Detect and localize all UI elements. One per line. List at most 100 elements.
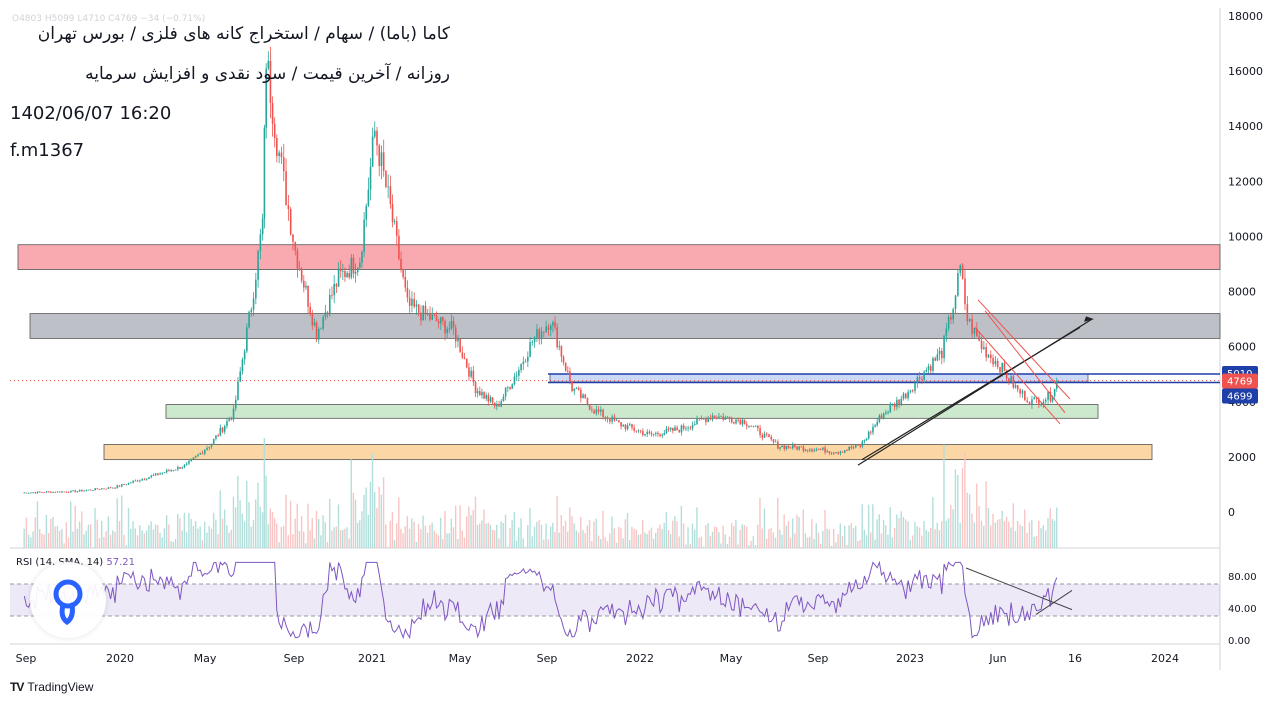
candle-body — [648, 431, 651, 434]
volume-bar — [880, 533, 883, 548]
volume-bar — [241, 513, 244, 548]
volume-bar — [936, 522, 938, 548]
volume-bar — [259, 506, 261, 548]
volume-bar — [973, 522, 976, 548]
volume-bar — [927, 531, 930, 548]
candle-body — [678, 430, 681, 433]
candle-body — [696, 418, 698, 425]
candle-body — [276, 138, 278, 157]
volume-bar — [923, 520, 925, 548]
candle-body — [828, 451, 831, 453]
candle-body — [857, 444, 859, 446]
x-tick-label: Jun — [988, 652, 1006, 665]
volume-bar — [41, 533, 43, 548]
volume-bar — [269, 508, 272, 548]
volume-bar — [168, 524, 170, 548]
zone-green — [165, 404, 1099, 419]
candle-body — [143, 479, 146, 480]
candle-body — [271, 102, 274, 124]
candle-body — [785, 445, 788, 449]
volume-bar — [356, 522, 359, 548]
candle-body — [1028, 401, 1031, 405]
candle-body — [567, 370, 569, 372]
candle-body — [354, 272, 357, 274]
volume-bar — [705, 525, 707, 548]
volume-bar — [326, 541, 329, 548]
candle-body — [644, 434, 646, 436]
volume-bar — [567, 531, 569, 548]
volume-bar — [976, 483, 978, 548]
tradingview-brand[interactable]: TV TradingView — [10, 680, 93, 694]
candle-body — [976, 328, 978, 337]
candle-body — [282, 157, 285, 172]
candle-body — [404, 277, 407, 288]
candle-body — [439, 317, 442, 324]
candle-body — [121, 484, 123, 487]
candle-body — [943, 335, 945, 359]
volume-bar — [70, 501, 72, 548]
volume-bar — [777, 498, 779, 548]
volume-bar — [558, 532, 560, 548]
volume-bar — [395, 523, 398, 548]
volume-bar — [94, 507, 96, 548]
candle-body — [693, 424, 696, 425]
volume-bar — [109, 534, 112, 548]
rsi-trendline-2 — [1035, 589, 1073, 615]
volume-bar — [733, 525, 735, 548]
candle-body — [50, 491, 52, 493]
volume-bar — [58, 530, 61, 548]
volume-bar — [307, 503, 309, 548]
candle-body — [718, 416, 720, 419]
candle-body — [424, 305, 427, 315]
volume-bar — [536, 521, 538, 548]
candle-body — [201, 452, 204, 454]
rsi-tick-label: 80.00 — [1228, 572, 1257, 583]
candle-body — [961, 265, 964, 279]
volume-bar — [1024, 509, 1026, 548]
candle-body — [39, 491, 41, 493]
volume-bar — [1042, 525, 1045, 548]
candle-body — [114, 487, 116, 489]
volume-bar — [961, 467, 964, 548]
candle-body — [219, 427, 222, 436]
candle-body — [489, 397, 492, 402]
candle-body — [168, 470, 170, 471]
candle-body — [817, 449, 820, 451]
candle-body — [633, 427, 635, 431]
volume-bar — [964, 452, 966, 548]
volume-bar — [221, 518, 224, 548]
volume-bar — [513, 511, 516, 548]
volume-bar — [324, 522, 326, 548]
volume-bar — [809, 536, 811, 548]
volume-bar — [289, 500, 292, 548]
candle-body — [500, 401, 503, 407]
volume-bar — [255, 499, 257, 548]
volume-bar — [194, 521, 197, 548]
volume-bar — [252, 520, 255, 548]
volume-bar — [105, 531, 107, 548]
candle-body — [811, 449, 813, 452]
candle-body — [145, 478, 148, 480]
candle-body — [181, 467, 184, 469]
candle-body — [604, 417, 607, 418]
candle-body — [335, 284, 338, 287]
volume-bar — [648, 530, 651, 548]
candle-body — [67, 492, 70, 493]
candle-body — [996, 360, 999, 368]
candle-body — [509, 387, 511, 389]
volume-bar — [81, 511, 83, 548]
candle-body — [152, 475, 155, 476]
candle-body — [1040, 403, 1042, 405]
candle-body — [822, 447, 824, 450]
candle-body — [373, 130, 376, 137]
volume-bar — [722, 525, 724, 548]
volume-bar — [597, 535, 600, 548]
volume-bar — [511, 520, 513, 548]
candle-body — [296, 250, 299, 269]
candle-body — [752, 426, 755, 428]
candle-body — [1003, 362, 1006, 371]
candle-body — [491, 397, 494, 403]
volume-bar — [837, 534, 839, 548]
volume-bar — [179, 518, 181, 548]
